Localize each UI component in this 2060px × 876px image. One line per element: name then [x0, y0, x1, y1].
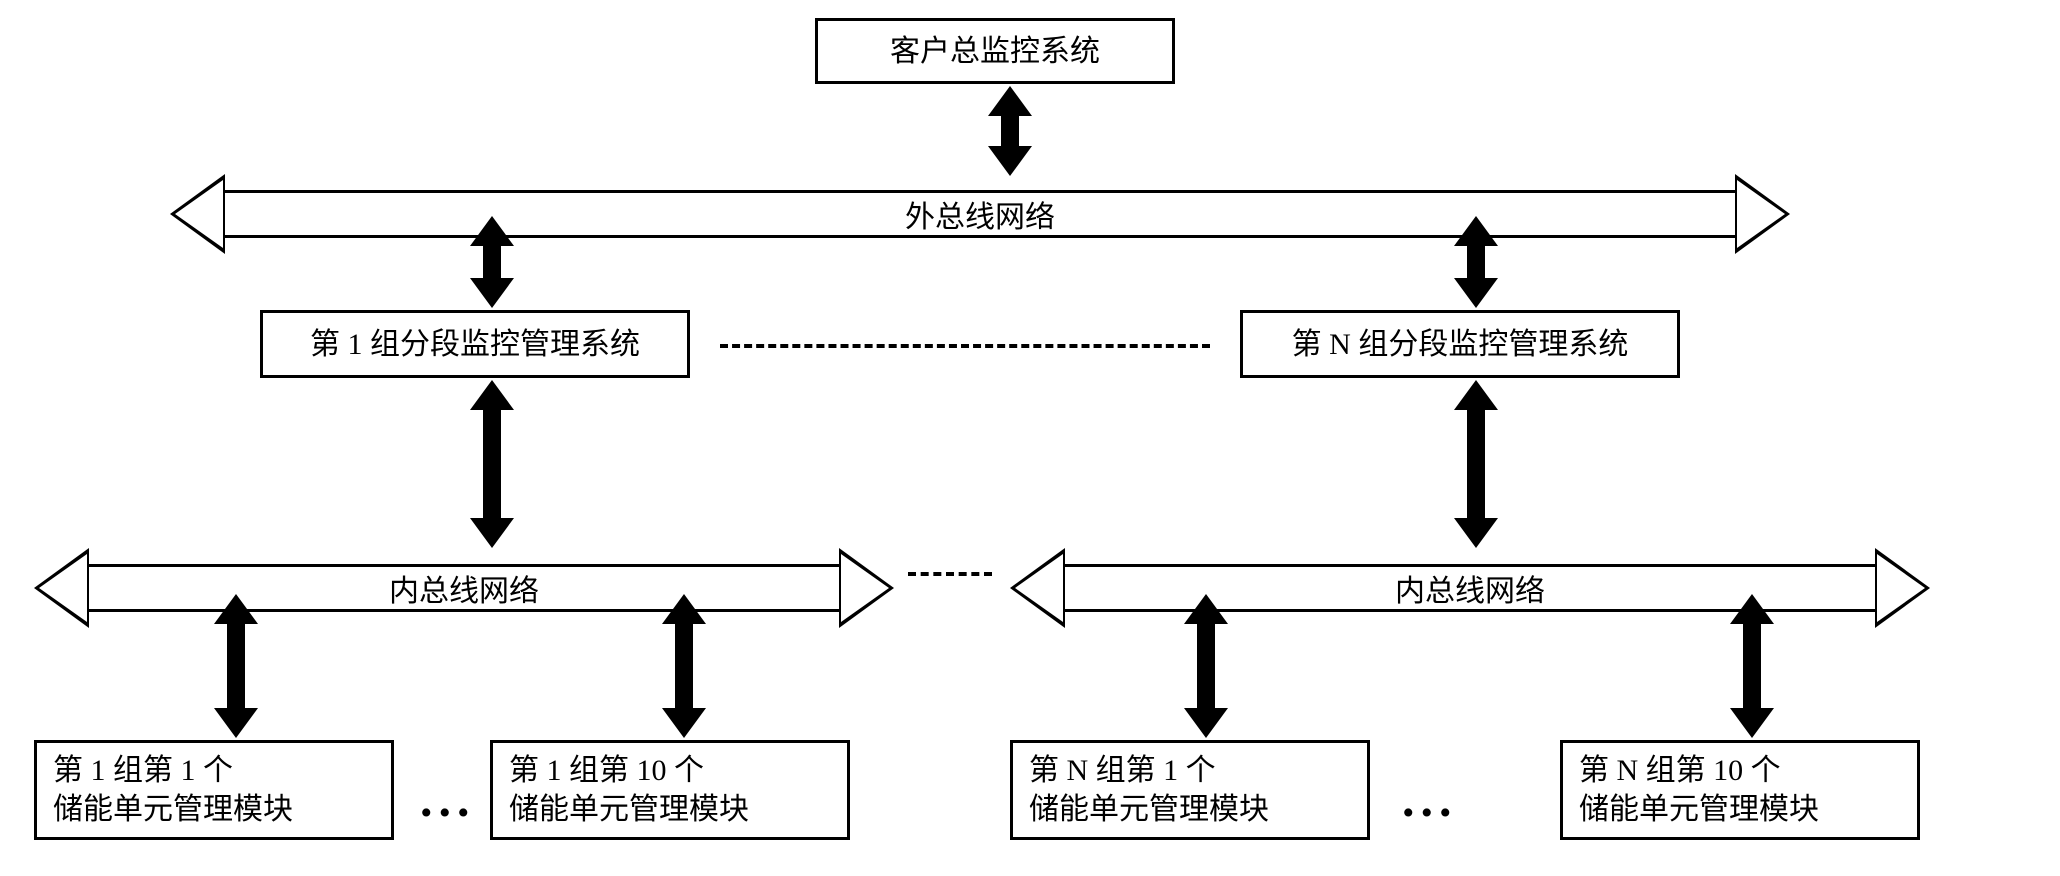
- varrow-icon: [662, 594, 706, 738]
- unit-1-1-label: 第 1 组第 1 个 储能单元管理模块: [53, 751, 293, 829]
- varrow-icon: [1454, 216, 1498, 308]
- inner-bus-n: 内总线网络: [1010, 548, 1930, 628]
- segment-1-box: 第 1 组分段监控管理系统: [260, 310, 690, 378]
- unit-1-10-box: 第 1 组第 10 个 储能单元管理模块: [490, 740, 850, 840]
- varrow-icon: [470, 216, 514, 308]
- unit-n-10-label: 第 N 组第 10 个 储能单元管理模块: [1579, 751, 1819, 829]
- varrow-icon: [214, 594, 258, 738]
- varrow-icon: [1730, 594, 1774, 738]
- varrow-icon: [988, 86, 1032, 176]
- inner-bus-n-label: 内总线网络: [1395, 566, 1545, 610]
- segment-n-label: 第 N 组分段监控管理系统: [1292, 325, 1629, 364]
- varrow-icon: [1184, 594, 1228, 738]
- outer-bus-label: 外总线网络: [905, 192, 1055, 236]
- varrow-icon: [470, 380, 514, 548]
- outer-bus: 外总线网络: [170, 174, 1790, 254]
- segment-n-box: 第 N 组分段监控管理系统: [1240, 310, 1680, 378]
- unit-n-1-label: 第 N 组第 1 个 储能单元管理模块: [1029, 751, 1269, 829]
- bus-arrow-left-icon: [1010, 548, 1065, 628]
- dashed-line-icon: [908, 572, 992, 576]
- bus-arrow-left-icon: [34, 548, 89, 628]
- bus-arrow-right-icon: [1875, 548, 1930, 628]
- bus-arrow-left-icon: [170, 174, 225, 254]
- inner-bus-1: 内总线网络: [34, 548, 894, 628]
- unit-1-10-label: 第 1 组第 10 个 储能单元管理模块: [509, 751, 749, 829]
- unit-n-1-box: 第 N 组第 1 个 储能单元管理模块: [1010, 740, 1370, 840]
- ellipsis-icon: ...: [420, 770, 476, 828]
- varrow-icon: [1454, 380, 1498, 548]
- segment-1-label: 第 1 组分段监控管理系统: [310, 325, 640, 364]
- bus-arrow-right-icon: [1735, 174, 1790, 254]
- bus-arrow-right-icon: [839, 548, 894, 628]
- inner-bus-1-label: 内总线网络: [389, 566, 539, 610]
- customer-monitor-box: 客户总监控系统: [815, 18, 1175, 84]
- unit-1-1-box: 第 1 组第 1 个 储能单元管理模块: [34, 740, 394, 840]
- ellipsis-icon: ...: [1402, 770, 1458, 828]
- unit-n-10-box: 第 N 组第 10 个 储能单元管理模块: [1560, 740, 1920, 840]
- customer-monitor-label: 客户总监控系统: [890, 32, 1100, 71]
- dashed-line-icon: [720, 344, 1210, 348]
